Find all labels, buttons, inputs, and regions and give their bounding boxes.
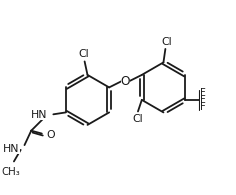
Text: F: F	[201, 102, 206, 112]
Text: Cl: Cl	[133, 114, 143, 124]
Text: HN: HN	[31, 110, 48, 120]
Text: F: F	[201, 88, 206, 98]
Text: HN: HN	[3, 144, 20, 154]
Text: Cl: Cl	[78, 49, 89, 59]
Text: F: F	[201, 95, 206, 105]
Text: O: O	[121, 75, 130, 88]
Text: O: O	[47, 129, 55, 139]
Text: Cl: Cl	[161, 37, 172, 47]
Text: CH₃: CH₃	[2, 167, 20, 177]
